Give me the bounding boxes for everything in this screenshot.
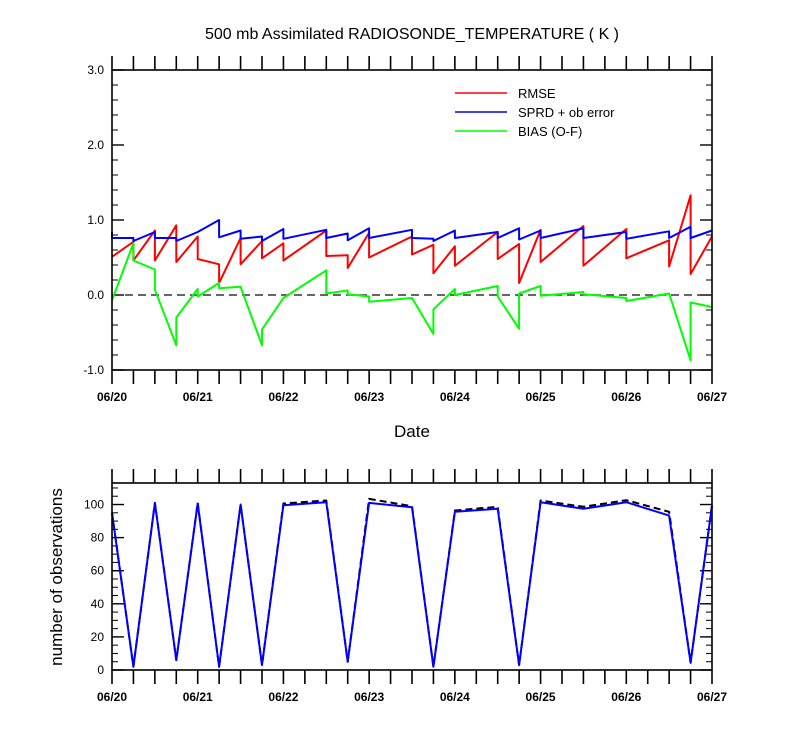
y-tick-label: 80 (91, 531, 105, 545)
x-tick-label: 06/20 (97, 390, 127, 404)
legend-label: BIAS (O-F) (518, 124, 582, 139)
y-tick-label: 0.0 (87, 288, 104, 302)
x-axis-title: Date (394, 422, 430, 441)
y-tick-label: 40 (91, 597, 105, 611)
x-tick-label: 06/25 (526, 690, 556, 704)
bottom-plot: 06/20 06/21 06/22 06/23 06/24 06/25 06/26 06/27… (84, 469, 727, 704)
series-line-rmse (111, 194, 713, 284)
series-line-bias-o-f (111, 242, 713, 362)
x-tick-label: 06/26 (611, 690, 641, 704)
y-axis-title-observations: number of observations (47, 488, 66, 666)
x-tick-label: 06/23 (354, 390, 384, 404)
series-line-sprd-ob-error (111, 219, 713, 242)
y-tick-label: 0 (97, 663, 104, 677)
x-tick-label: 06/22 (268, 690, 298, 704)
top-plot-frame (111, 69, 713, 371)
x-tick-label: 06/24 (440, 390, 470, 404)
x-tick-label: 06/24 (440, 690, 470, 704)
legend-label: SPRD + ob error (518, 105, 615, 120)
top-plot: 06/20 06/21 06/22 06/23 06/24 06/25 06/26 06/27… (83, 56, 727, 404)
bottom-plot-frame (111, 482, 713, 671)
x-tick-label: 06/27 (697, 390, 727, 404)
x-tick-label: 06/20 (97, 690, 127, 704)
x-tick-label: 06/27 (697, 690, 727, 704)
x-tick-label: 06/26 (611, 390, 641, 404)
chart-title: 500 mb Assimilated RADIOSONDE_TEMPERATUR… (205, 26, 619, 43)
legend-label: RMSE (518, 86, 556, 101)
y-tick-label: 100 (84, 498, 104, 512)
y-tick-label: 20 (91, 630, 105, 644)
y-tick-label: 3.0 (87, 63, 104, 77)
x-tick-label: 06/21 (183, 390, 213, 404)
y-tick-label: -1.0 (83, 363, 104, 377)
x-tick-label: 06/21 (183, 690, 213, 704)
y-tick-label: 60 (91, 564, 105, 578)
x-tick-label: 06/22 (268, 390, 298, 404)
y-tick-label: 1.0 (87, 213, 104, 227)
y-tick-label: 2.0 (87, 138, 104, 152)
x-tick-label: 06/23 (354, 690, 384, 704)
x-tick-label: 06/25 (526, 390, 556, 404)
